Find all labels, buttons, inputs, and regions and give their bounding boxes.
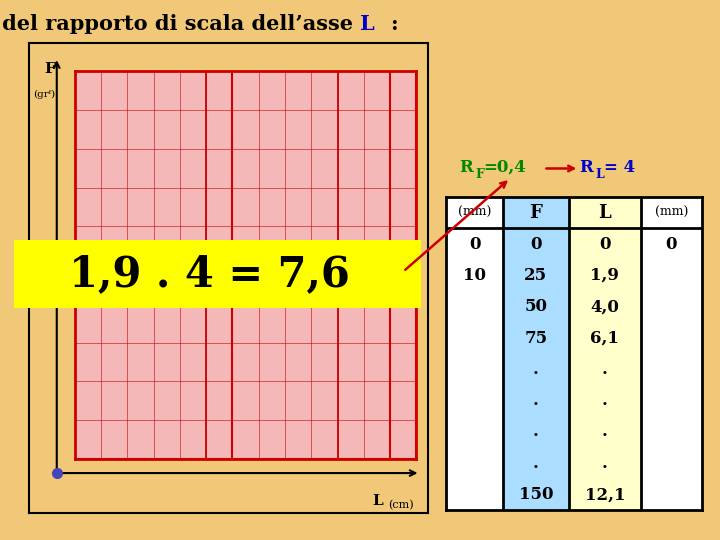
Text: 0: 0 — [530, 235, 541, 253]
Text: 6,1: 6,1 — [590, 329, 619, 347]
Text: (mm): (mm) — [654, 206, 688, 219]
Bar — [569, 197, 641, 510]
Text: 50: 50 — [524, 298, 547, 315]
Text: (mm): (mm) — [458, 206, 491, 219]
Text: 1,9 . 4 = 7,6: 1,9 . 4 = 7,6 — [69, 253, 350, 295]
Text: 75: 75 — [524, 329, 547, 347]
Text: .: . — [533, 361, 539, 378]
Text: .: . — [533, 392, 539, 409]
Text: 0: 0 — [599, 235, 611, 253]
Text: F: F — [45, 62, 55, 76]
Text: 150: 150 — [518, 486, 553, 503]
Text: .: . — [602, 392, 608, 409]
Text: 1,9: 1,9 — [590, 267, 619, 284]
Text: .: . — [602, 361, 608, 378]
Text: L: L — [372, 494, 383, 508]
Text: 4,0: 4,0 — [590, 298, 619, 315]
Text: L: L — [595, 168, 604, 181]
Text: .: . — [533, 423, 539, 441]
Text: L: L — [598, 204, 611, 222]
Text: 10: 10 — [463, 267, 486, 284]
Text: = 4: = 4 — [604, 159, 635, 176]
Text: R: R — [459, 159, 473, 176]
Text: L: L — [360, 14, 374, 33]
Text: :: : — [390, 14, 398, 33]
Text: 12,1: 12,1 — [585, 486, 625, 503]
Text: =0,4: =0,4 — [484, 159, 526, 176]
Text: 0: 0 — [665, 235, 677, 253]
Text: Calcolo del rapporto di scala dell’asse: Calcolo del rapporto di scala dell’asse — [0, 14, 360, 33]
Text: F: F — [529, 204, 542, 222]
Text: R: R — [580, 159, 593, 176]
Text: .: . — [602, 455, 608, 472]
Bar — [503, 197, 569, 510]
Text: (cm): (cm) — [389, 501, 414, 511]
Text: .: . — [602, 423, 608, 441]
Text: F: F — [475, 168, 484, 181]
Text: .: . — [533, 455, 539, 472]
Text: 0: 0 — [469, 235, 480, 253]
Text: 25: 25 — [524, 267, 547, 284]
Text: (grᶠ): (grᶠ) — [33, 90, 55, 99]
